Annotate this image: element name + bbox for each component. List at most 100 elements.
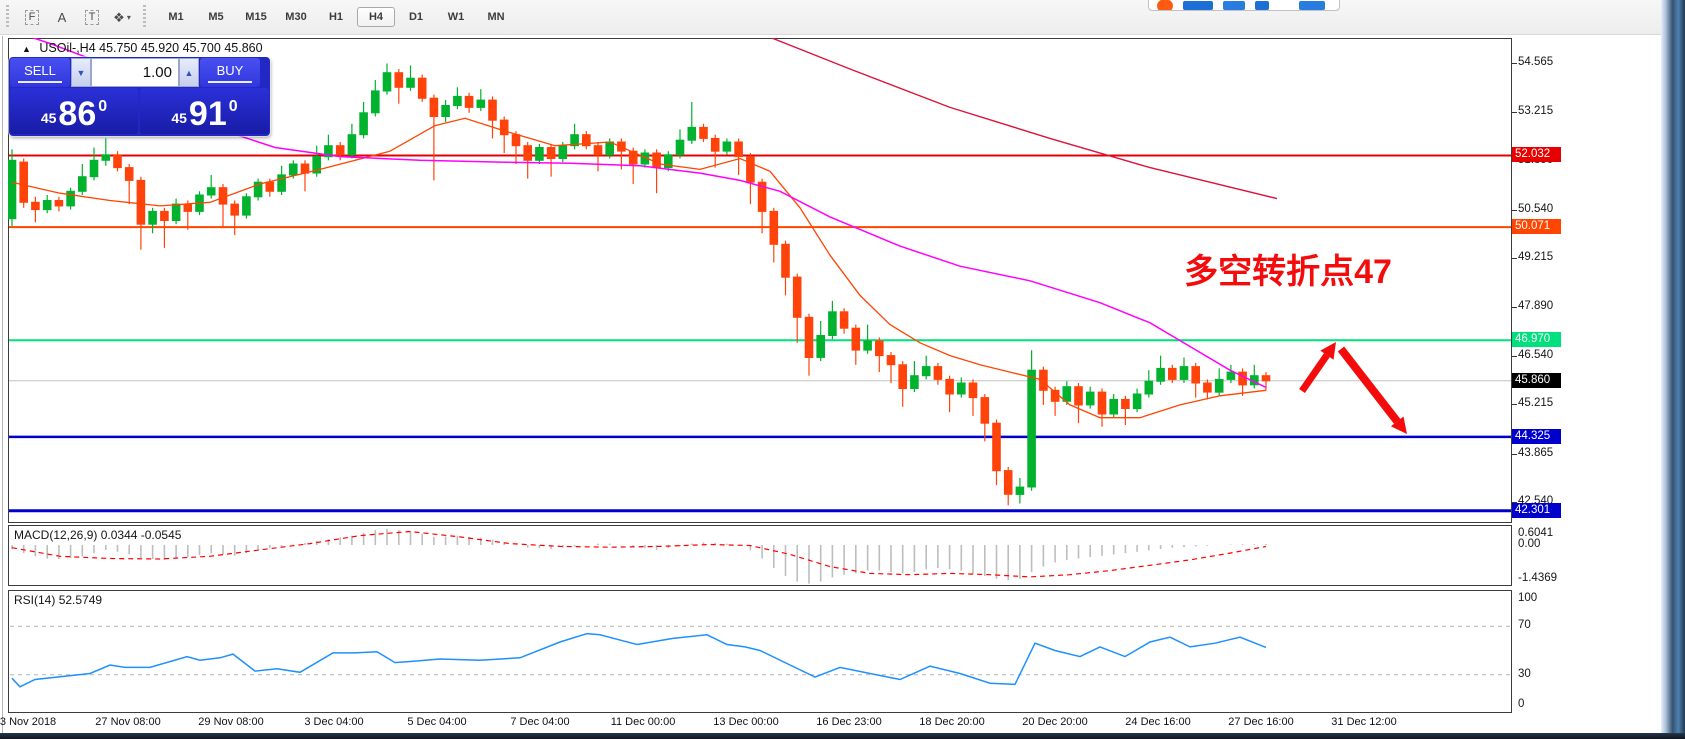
text-tool[interactable]: A — [49, 4, 75, 30]
timeframe-M1[interactable]: M1 — [168, 11, 184, 23]
date-label: 7 Dec 04:00 — [510, 716, 570, 728]
timeframe-toolbar: M1 M5 M15 M30 H1 H4 D1 W1 MN — [156, 7, 516, 27]
buy-button-label: BUY — [216, 62, 244, 78]
price-tick-label: 54.565 — [1518, 56, 1554, 68]
text-tool-icon: A — [57, 9, 67, 25]
buy-price-sup: 0 — [228, 98, 238, 115]
chart-title: ▲ USOil-,H4 45.750 45.920 45.700 45.860 — [22, 41, 263, 55]
volume-input[interactable] — [91, 58, 179, 87]
price-badge-42.301: 42.301 — [1512, 503, 1561, 518]
text-label-tool-icon: T — [84, 9, 100, 25]
price-tickmark — [1512, 307, 1517, 308]
buy-price-box[interactable]: 45 91 0 — [140, 88, 269, 134]
symbol-period: USOil-,H4 — [39, 41, 96, 55]
dropdown-caret-icon: ▾ — [126, 12, 131, 22]
timeframe-D1[interactable]: D1 — [408, 11, 424, 23]
fibonacci-tool[interactable]: F — [19, 4, 45, 30]
timeframe-M15[interactable]: M15 — [245, 11, 267, 23]
logo-mark — [1223, 1, 1245, 10]
price-tickmark — [1512, 112, 1517, 113]
volume-increase-button[interactable]: ▲ — [179, 58, 199, 87]
logo-mark — [1183, 1, 1213, 10]
sell-underline — [18, 80, 62, 83]
price-tick-label: 49.215 — [1518, 251, 1554, 263]
date-label: 27 Dec 16:00 — [1228, 716, 1294, 728]
timeframe-H4[interactable]: H4 — [357, 7, 395, 27]
date-label: 11 Dec 00:00 — [610, 716, 676, 728]
price-tick-label: 45.215 — [1518, 397, 1554, 409]
date-label: 3 Dec 04:00 — [304, 716, 364, 728]
date-label: 16 Dec 23:00 — [816, 716, 882, 728]
macd-scale-label: 0.6041 — [1518, 527, 1554, 539]
macd-values: 0.0344 -0.0545 — [100, 528, 182, 542]
spinner-down-icon: ▼ — [76, 67, 86, 78]
one-click-trading-panel: SELL ▼ ▲ BUY 45 86 0 45 91 0 — [9, 57, 270, 136]
date-label: 24 Dec 16:00 — [1125, 716, 1191, 728]
annotation-text: 多空转折点47 — [1184, 253, 1392, 291]
price-tick-label: 43.865 — [1518, 447, 1554, 459]
buy-button[interactable]: BUY — [200, 58, 260, 87]
macd-pane-canvas[interactable] — [8, 525, 1512, 586]
rsi-pane-canvas[interactable] — [8, 590, 1512, 713]
rsi-scale-label: 0 — [1518, 698, 1525, 710]
timeframe-W1[interactable]: W1 — [447, 11, 465, 23]
window-chrome-bottom — [0, 733, 1685, 739]
symbol-marker-icon: ▲ — [22, 44, 31, 54]
line-studies-toolbar: F A T ❖ ▾ — [17, 4, 137, 30]
sell-price-small: 45 — [40, 110, 57, 126]
toolbar-grip-2[interactable] — [141, 5, 148, 29]
sell-price-sup: 0 — [98, 98, 108, 115]
window-edge — [2, 36, 3, 734]
fibonacci-tool-icon: F — [24, 9, 40, 25]
date-label: 18 Dec 20:00 — [919, 716, 985, 728]
price-badge-52.032: 52.032 — [1512, 147, 1561, 162]
ohlc-close: 45.860 — [224, 41, 263, 55]
text-label-tool[interactable]: T — [79, 4, 105, 30]
price-tick-label: 50.540 — [1518, 203, 1554, 215]
ohlc-open: 45.750 — [99, 41, 138, 55]
macd-scale-label: 0.00 — [1518, 538, 1541, 550]
arrows-tool-icon: ❖ — [113, 9, 125, 25]
date-label: 20 Dec 20:00 — [1022, 716, 1088, 728]
date-label: 13 Dec 00:00 — [713, 716, 779, 728]
price-tickmark — [1512, 210, 1517, 211]
price-tick-label: 46.540 — [1518, 349, 1554, 361]
toolbar: F A T ❖ ▾ M1 M5 M15 M30 H1 H4 D1 W1 MN — [0, 0, 1685, 35]
ohlc-high: 45.920 — [140, 41, 180, 55]
timeframe-MN[interactable]: MN — [487, 11, 505, 23]
toolbar-grip[interactable] — [4, 5, 11, 29]
sell-button[interactable]: SELL — [10, 58, 70, 87]
macd-scale-label: -1.4369 — [1518, 572, 1558, 584]
volume-decrease-button[interactable]: ▼ — [71, 58, 91, 87]
partial-logo — [1148, 0, 1340, 11]
buy-underline — [208, 80, 252, 83]
sell-price-box[interactable]: 45 86 0 — [10, 88, 138, 134]
macd-label: MACD(12,26,9) 0.0344 -0.0545 — [14, 528, 182, 542]
logo-swoosh-icon — [1157, 0, 1173, 10]
ohlc-low: 45.700 — [182, 41, 221, 55]
buy-price-big: 91 — [188, 95, 227, 134]
logo-mark — [1299, 1, 1325, 10]
date-label: 27 Nov 08:00 — [95, 716, 161, 728]
timeframe-M5[interactable]: M5 — [208, 11, 224, 23]
price-badge-44.325: 44.325 — [1512, 429, 1561, 444]
date-label: 31 Dec 12:00 — [1331, 716, 1397, 728]
timeframe-H1[interactable]: H1 — [328, 11, 344, 23]
rsi-value: 52.5749 — [58, 593, 103, 607]
price-tickmark — [1512, 258, 1517, 259]
rsi-scale-label: 30 — [1518, 667, 1531, 680]
sell-button-label: SELL — [24, 62, 56, 78]
arrows-tool[interactable]: ❖ ▾ — [109, 4, 135, 30]
window-chrome-right — [1661, 0, 1685, 739]
price-tick-label: 47.890 — [1518, 300, 1554, 312]
price-tickmark — [1512, 502, 1517, 503]
rsi-scale-label: 70 — [1518, 619, 1531, 632]
price-badge-45.860: 45.860 — [1512, 373, 1561, 388]
price-badge-46.970: 46.970 — [1512, 332, 1561, 347]
date-label: 5 Dec 04:00 — [407, 716, 467, 728]
timeframe-M30[interactable]: M30 — [285, 11, 307, 23]
price-badge-50.071: 50.071 — [1512, 219, 1561, 234]
buy-price-small: 45 — [171, 110, 187, 126]
spinner-up-icon: ▲ — [184, 67, 194, 78]
